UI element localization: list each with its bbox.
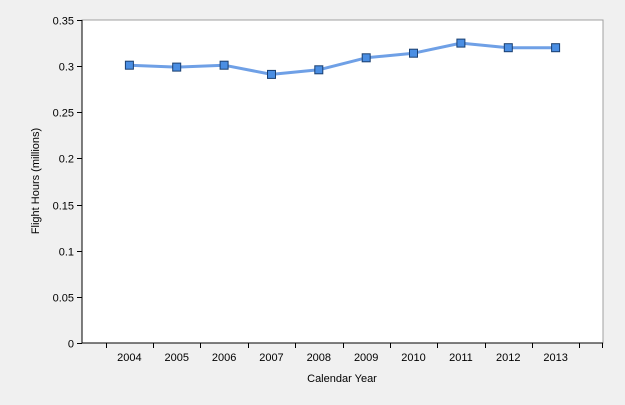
- data-point-marker: [503, 43, 513, 53]
- data-point-marker: [219, 60, 229, 70]
- data-point-marker: [456, 38, 466, 48]
- series-layer: [124, 38, 561, 79]
- x-tick-label: 2010: [401, 352, 425, 364]
- y-tick-label: 0.35: [53, 16, 74, 28]
- y-tick-label: 0.3: [59, 62, 74, 74]
- y-tick-label: 0: [68, 339, 74, 351]
- x-tick-label: 2008: [307, 352, 331, 364]
- y-axis-ticks: 0 0.05 0.1 0.15 0.2 0.25 0.3 0.35: [53, 16, 82, 351]
- y-tick-label: 0.25: [53, 108, 74, 120]
- data-point-marker: [267, 69, 276, 79]
- data-point-marker: [409, 48, 418, 58]
- x-tick-label: 2013: [543, 352, 567, 364]
- x-axis-ticks: 2004 2005 2006 2007 2008 2009 2010 2011 2012 2013: [106, 343, 603, 364]
- plot-area: [81, 19, 604, 344]
- x-tick-label: 2009: [354, 352, 378, 364]
- data-point-marker: [314, 65, 324, 75]
- x-tick-label: 2012: [496, 352, 520, 364]
- y-axis-label: Flight Hours (millions): [30, 128, 42, 234]
- data-point-marker: [172, 62, 182, 72]
- y-tick-label: 0.1: [59, 247, 74, 259]
- y-tick-label: 0.05: [53, 293, 74, 305]
- x-tick-label: 2005: [164, 352, 188, 364]
- data-point-marker: [124, 60, 134, 70]
- data-point-marker: [551, 43, 561, 53]
- x-axis-label: Calendar Year: [307, 373, 377, 385]
- y-tick-label: 0.15: [53, 201, 74, 213]
- x-tick-label: 2006: [212, 352, 236, 364]
- x-tick-label: 2004: [117, 352, 141, 364]
- x-tick-label: 2011: [449, 352, 473, 364]
- x-tick-label: 2007: [259, 352, 283, 364]
- series-line: [127, 41, 558, 76]
- y-tick-label: 0.2: [59, 154, 74, 166]
- data-point-marker: [361, 53, 371, 63]
